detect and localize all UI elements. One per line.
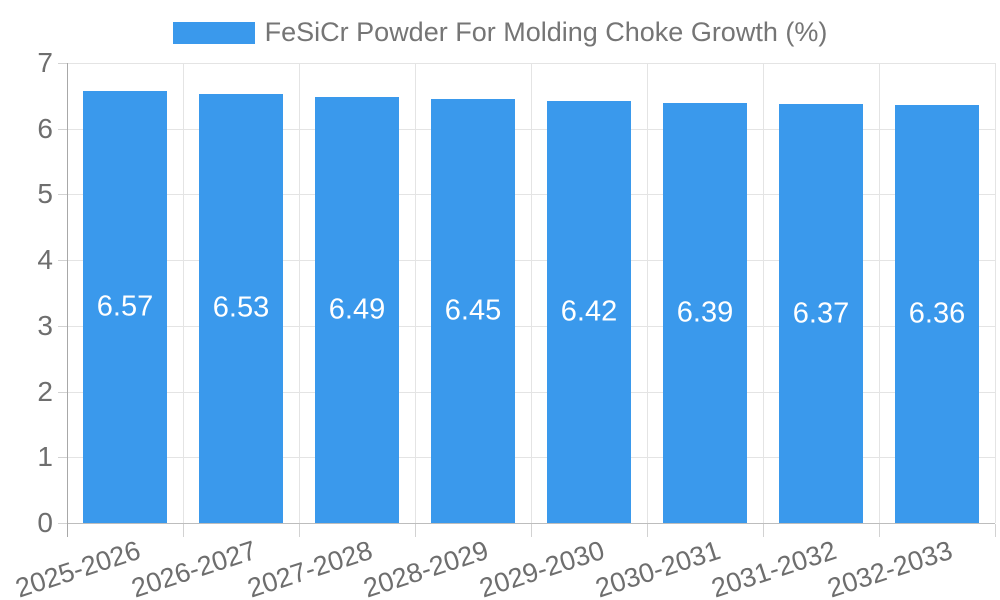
bar[interactable] [663, 103, 747, 523]
y-axis-tick [58, 260, 67, 262]
x-axis-tick [183, 524, 184, 537]
x-axis-tick [763, 524, 764, 537]
x-axis-tick [415, 524, 416, 537]
vertical-gridline [647, 63, 648, 523]
bar-value-label: 6.53 [212, 291, 270, 324]
bar-value-label: 6.49 [328, 293, 386, 326]
bar[interactable] [547, 101, 631, 523]
bar-value-label: 6.42 [560, 295, 618, 328]
y-axis-tick-label: 2 [37, 375, 53, 407]
y-axis-tick [58, 325, 67, 327]
y-axis-tick-label: 5 [37, 178, 53, 210]
y-axis-tick [58, 128, 67, 130]
y-axis-tick [58, 391, 67, 393]
y-axis-tick-label: 3 [37, 309, 53, 341]
bar[interactable] [199, 93, 283, 523]
x-axis-tick [299, 524, 300, 537]
x-axis-tick [647, 524, 648, 537]
x-axis-tick [995, 524, 996, 537]
y-axis-tick-label: 6 [37, 112, 53, 144]
y-axis-line [67, 63, 68, 537]
bar[interactable] [431, 99, 515, 523]
x-axis-tick [879, 524, 880, 537]
y-axis-tick [58, 523, 67, 524]
vertical-gridline [531, 63, 532, 523]
bar[interactable] [83, 91, 167, 523]
bar[interactable] [779, 104, 863, 523]
bar-value-label: 6.39 [676, 296, 734, 329]
y-axis-tick [58, 63, 67, 64]
legend-label: FeSiCr Powder For Molding Choke Growth (… [264, 17, 828, 47]
vertical-gridline [879, 63, 880, 523]
vertical-gridline [299, 63, 300, 523]
vertical-gridline [415, 63, 416, 523]
bar[interactable] [895, 105, 979, 523]
vertical-gridline [183, 63, 184, 523]
x-axis-tick [531, 524, 532, 537]
bar-value-label: 6.36 [908, 297, 966, 330]
legend[interactable]: FeSiCr Powder For Molding Choke Growth (… [0, 17, 1000, 48]
bar-value-label: 6.37 [792, 297, 850, 330]
y-axis-tick [58, 194, 67, 196]
legend-swatch [172, 21, 255, 44]
x-axis-line [67, 523, 995, 524]
y-axis-tick-label: 1 [37, 441, 53, 473]
y-axis-tick-label: 7 [37, 47, 53, 78]
bar-value-label: 6.45 [444, 294, 502, 327]
vertical-gridline [763, 63, 764, 523]
y-axis-tick [58, 457, 67, 459]
y-axis-tick-label: 0 [37, 507, 53, 538]
y-axis-tick-label: 4 [37, 244, 53, 276]
bar[interactable] [315, 96, 399, 523]
bar-value-label: 6.57 [96, 290, 154, 323]
vertical-gridline [995, 63, 996, 523]
